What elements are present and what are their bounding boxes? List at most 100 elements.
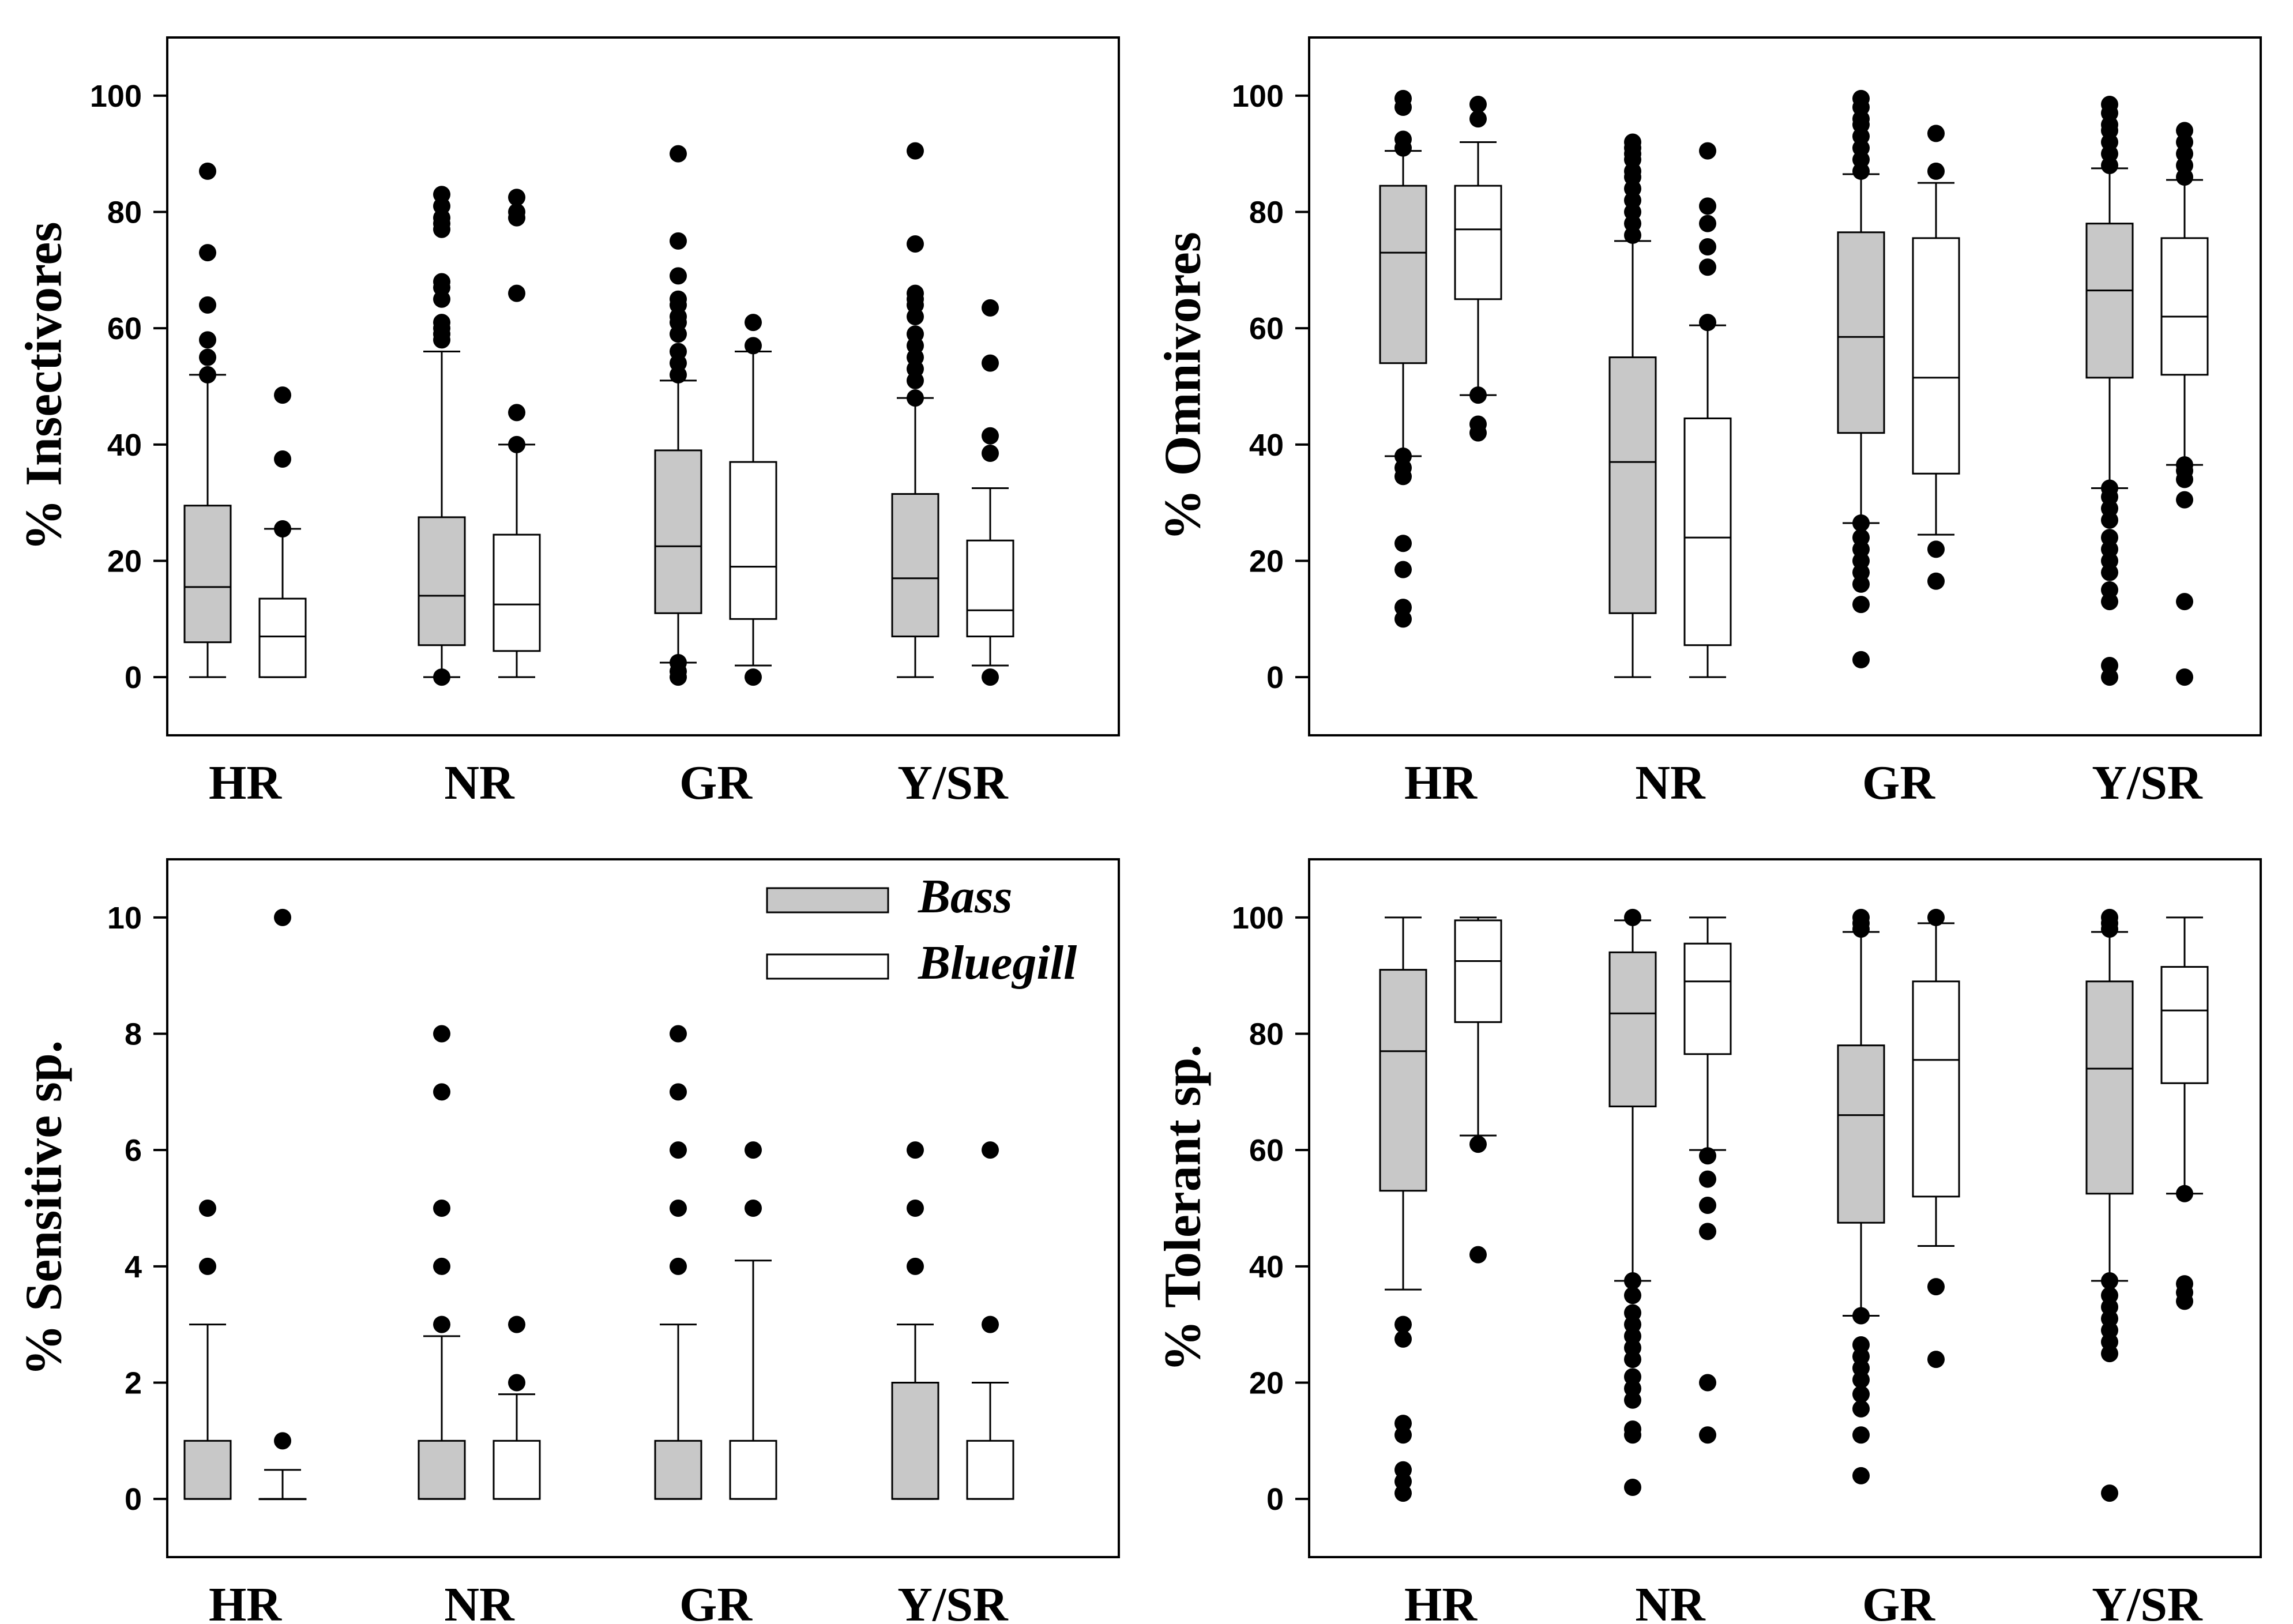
outlier-point	[1852, 1467, 1870, 1484]
box-iqr	[1837, 1044, 1885, 1224]
outlier-point	[982, 1315, 999, 1333]
outlier-point	[1624, 1420, 1641, 1438]
outlier-point	[508, 284, 525, 302]
outlier-point	[1852, 596, 1870, 614]
outlier-point	[508, 203, 525, 221]
box-bass-nr	[1608, 908, 1657, 1496]
box-iqr	[654, 1439, 702, 1500]
outlier-point	[907, 389, 924, 407]
box-iqr	[1683, 942, 1732, 1055]
category-label: HR	[209, 1578, 282, 1624]
y-tick-label: 4	[125, 1250, 142, 1284]
outlier-point	[1624, 1287, 1641, 1305]
outlier-point	[1927, 540, 1945, 558]
outlier-point	[274, 386, 291, 404]
outlier-point	[907, 284, 924, 302]
outlier-point	[508, 1315, 525, 1333]
box-bass-gr	[654, 145, 702, 686]
y-tick-label: 0	[125, 660, 142, 695]
category-label: NR	[1635, 756, 1706, 810]
outlier-point	[745, 1200, 762, 1217]
outlier-point	[1394, 1330, 1412, 1348]
outlier-point	[433, 186, 450, 204]
chart-panel-3: 0 2 4 6 8 10 % Sensitive sp. HR NR GR Y/SR Bass Blue…	[16, 858, 1120, 1624]
box-iqr	[418, 1439, 466, 1500]
box-bluegill-nr	[493, 1315, 541, 1500]
box-bass-ysr	[891, 1141, 939, 1500]
outlier-point	[433, 1083, 450, 1101]
outlier-point	[199, 331, 216, 349]
box-iqr	[1683, 417, 1732, 646]
outlier-point	[982, 354, 999, 372]
box-bluegill-ysr	[2160, 122, 2209, 686]
box-iqr	[1608, 951, 1657, 1108]
outlier-point	[1699, 1170, 1716, 1188]
box-bass-nr	[418, 1025, 466, 1500]
legend: Bass Bluegill	[766, 870, 1077, 990]
box-bass-hr	[183, 162, 232, 678]
outlier-point	[2176, 1185, 2193, 1202]
box-bluegill-nr	[1683, 142, 1732, 678]
box-iqr	[2085, 223, 2134, 379]
box-iqr	[258, 597, 307, 678]
box-bluegill-ysr	[966, 1141, 1014, 1500]
outlier-point	[670, 1257, 687, 1275]
y-tick-label: 0	[1266, 660, 1284, 695]
box-bluegill-nr	[493, 189, 541, 678]
box-bluegill-hr	[1454, 916, 1502, 1264]
outlier-point	[2176, 668, 2193, 686]
outlier-point	[1852, 908, 1870, 926]
outlier-point	[1852, 89, 1870, 107]
outlier-point	[199, 296, 216, 314]
outlier-point	[1469, 386, 1487, 404]
box-iqr	[493, 1439, 541, 1500]
outlier-point	[670, 1083, 687, 1101]
chart-panel-2: 0 20 40 60 80 100 % Omnivores HR NR GR Y/SR	[1155, 36, 2262, 810]
outlier-point	[982, 1141, 999, 1159]
outlier-point	[1624, 908, 1641, 926]
category-label: Y/SR	[2092, 1578, 2203, 1624]
outlier-point	[2101, 95, 2118, 113]
box-iqr	[1379, 185, 1427, 364]
y-tick-label: 40	[1249, 1250, 1284, 1284]
outlier-point	[1624, 133, 1641, 151]
box-iqr	[1454, 185, 1502, 300]
box-bass-gr	[1837, 89, 1885, 668]
outlier-point	[982, 299, 999, 317]
box-iqr	[966, 539, 1014, 638]
outlier-point	[1699, 1426, 1716, 1444]
box-bluegill-gr	[1912, 125, 1960, 590]
box-iqr	[1837, 231, 1885, 434]
box-bluegill-hr	[258, 908, 307, 1501]
box-bass-ysr	[891, 142, 939, 678]
y-tick-label: 40	[107, 428, 142, 463]
outlier-point	[1852, 651, 1870, 668]
outlier-point	[907, 1257, 924, 1275]
box-iqr	[2160, 237, 2209, 376]
outlier-point	[1394, 535, 1412, 552]
box-iqr	[1912, 237, 1960, 475]
outlier-point	[274, 450, 291, 468]
outlier-point	[433, 1257, 450, 1275]
box-iqr	[654, 449, 702, 614]
outlier-point	[199, 244, 216, 262]
outlier-point	[199, 348, 216, 366]
outlier-point	[1852, 1385, 1870, 1403]
outlier-point	[1394, 448, 1412, 465]
plot-frame	[166, 36, 1120, 736]
category-label: HR	[1404, 1578, 1478, 1624]
category-label: NR	[444, 756, 515, 810]
box-bass-gr	[654, 1025, 702, 1500]
outlier-point	[433, 1315, 450, 1333]
outlier-point	[2176, 491, 2193, 509]
outlier-point	[745, 314, 762, 332]
outlier-point	[433, 314, 450, 332]
outlier-point	[1852, 1400, 1870, 1418]
outlier-point	[982, 444, 999, 462]
y-tick-label: 100	[90, 79, 142, 114]
outlier-point	[274, 1432, 291, 1450]
outlier-point	[1699, 1196, 1716, 1214]
outlier-point	[1394, 561, 1412, 578]
legend-label: Bluegill	[918, 936, 1077, 990]
outlier-point	[982, 427, 999, 445]
